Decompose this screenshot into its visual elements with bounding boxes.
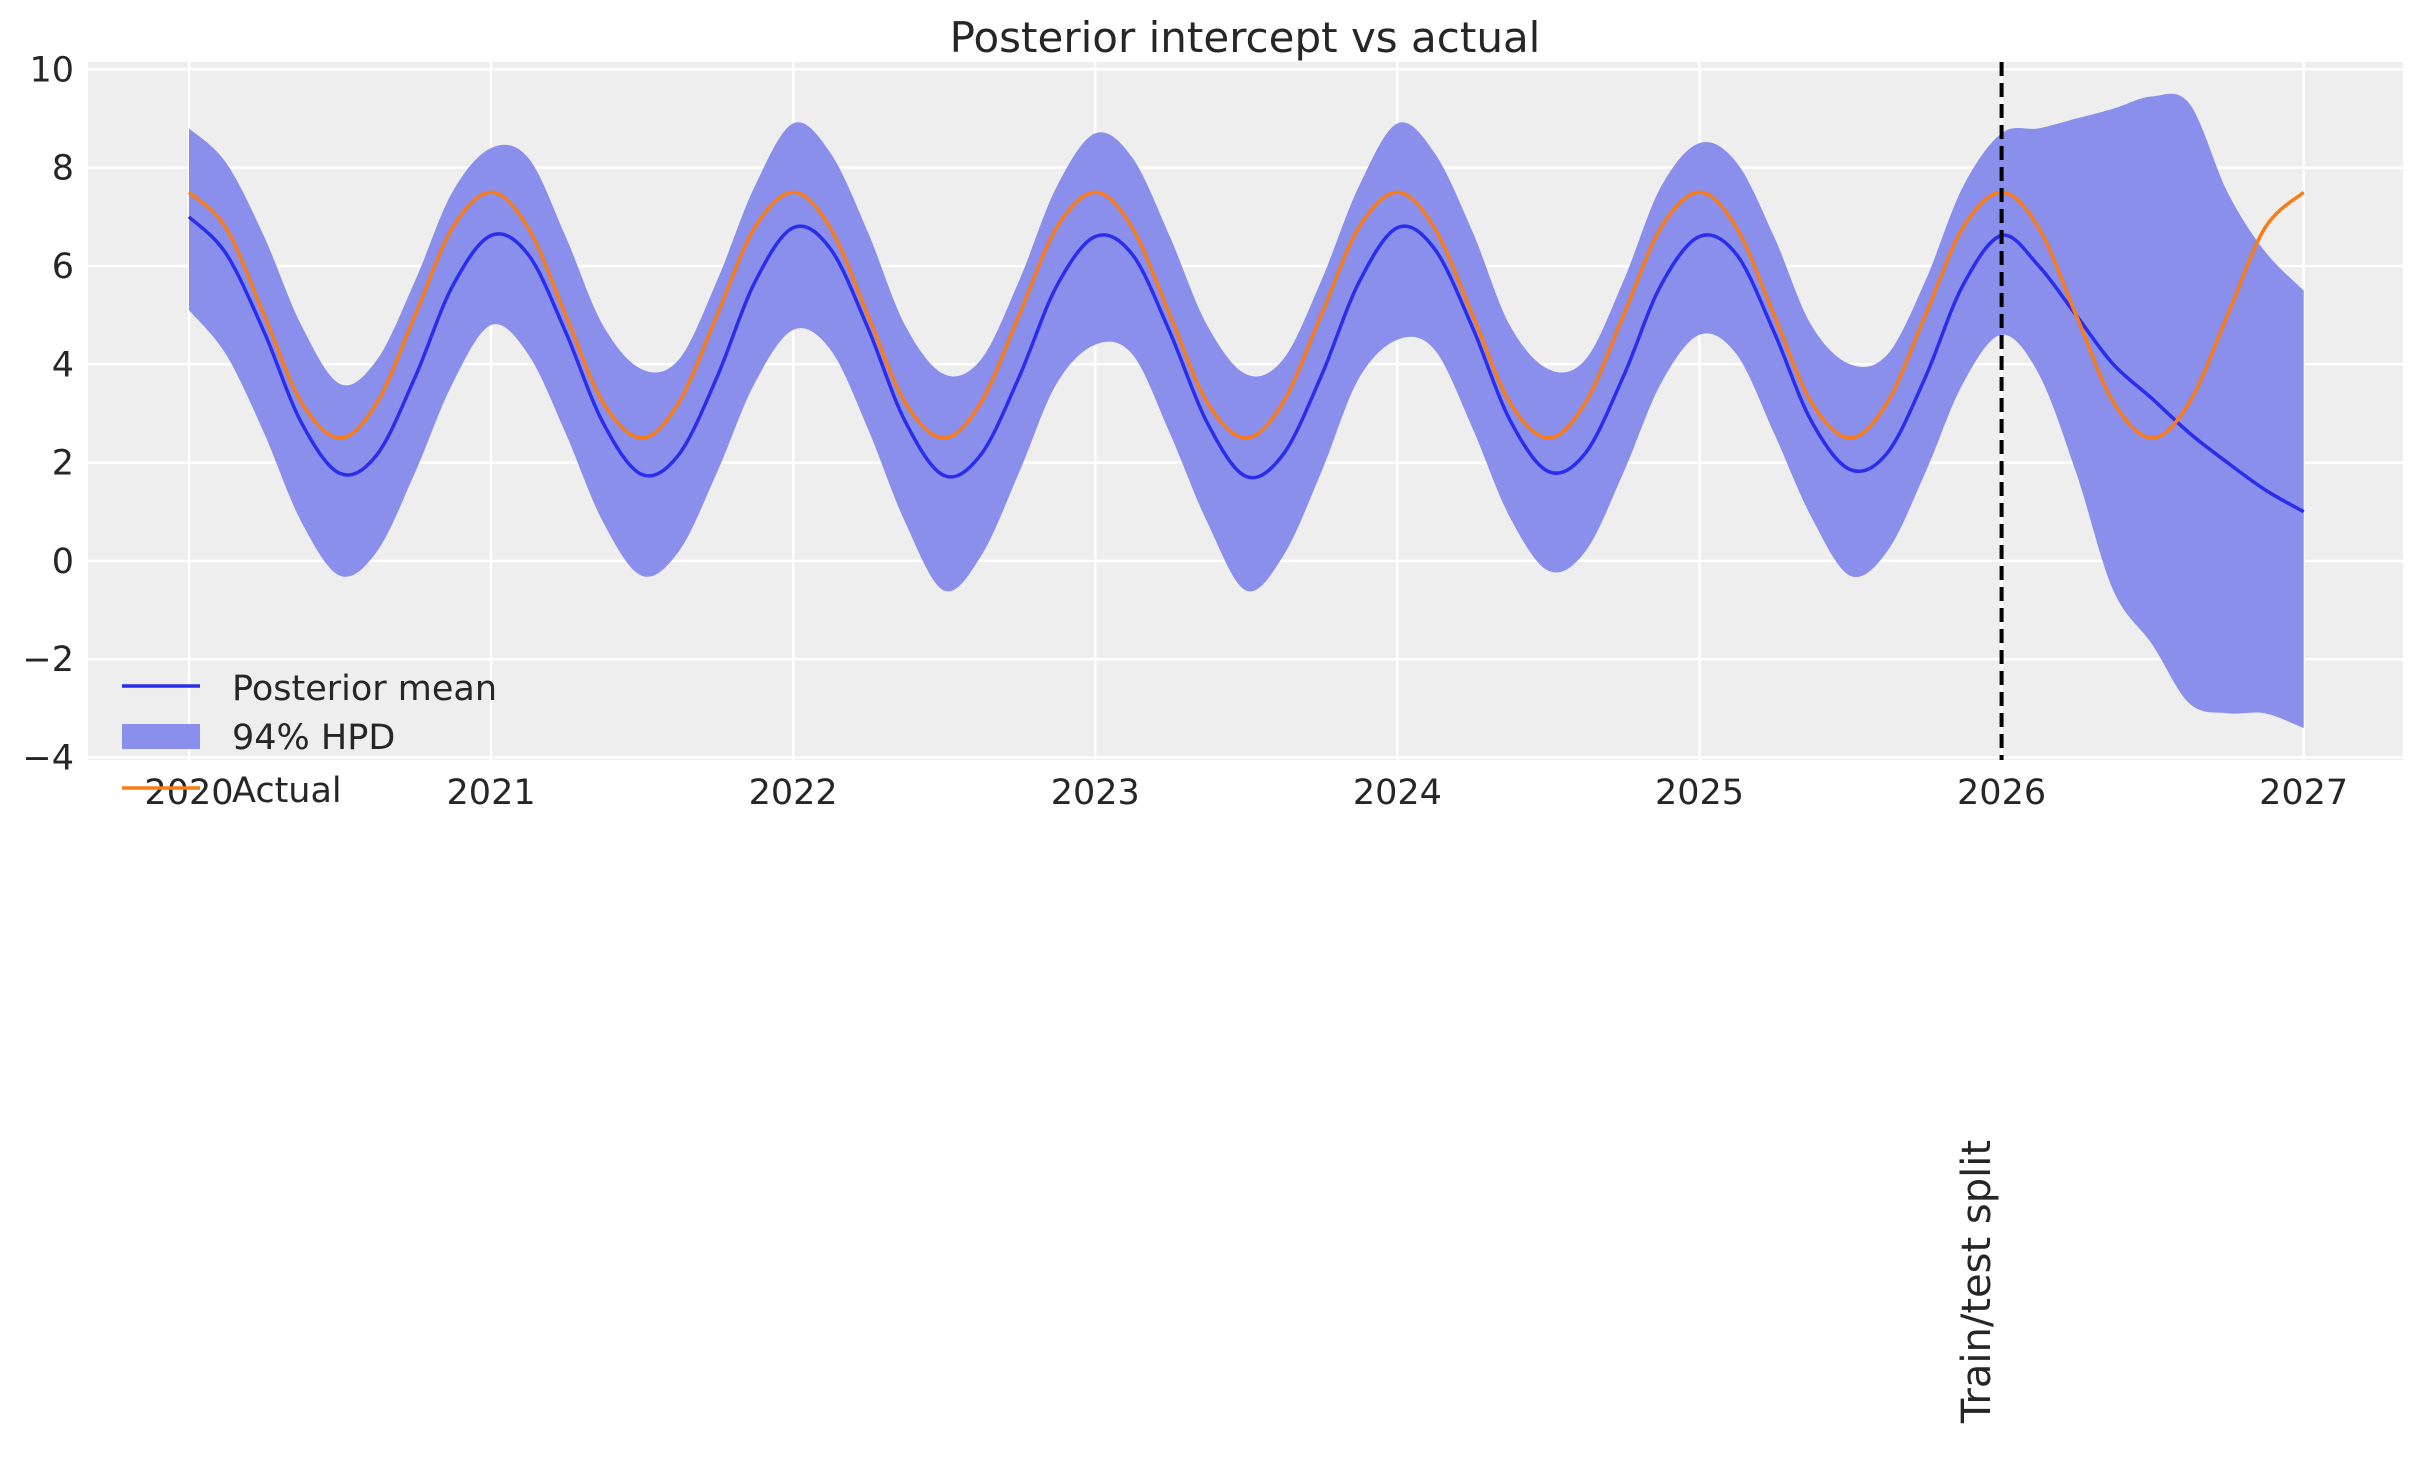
x-tick-label: 2022 xyxy=(749,773,838,813)
legend-label-actual: Actual xyxy=(232,771,342,811)
legend: Posterior mean 94% HPD Actual xyxy=(122,669,497,811)
y-tick-label: 10 xyxy=(29,50,74,90)
x-tick-label: 2027 xyxy=(2259,773,2348,813)
y-tick-label: −4 xyxy=(22,739,74,779)
y-tick-label: 4 xyxy=(52,345,74,385)
split-label: Train/test split xyxy=(1954,1140,2000,1424)
series-lines xyxy=(187,190,2305,514)
x-tick-label: 2025 xyxy=(1655,773,1744,813)
x-axis-ticks: 2020 2021 2022 2023 2024 2025 2026 2027 xyxy=(144,773,2348,813)
chart-title: Posterior intercept vs actual xyxy=(950,13,1541,62)
y-tick-label: 6 xyxy=(52,247,74,287)
y-tick-label: 0 xyxy=(52,542,74,582)
x-tick-label: 2020 xyxy=(144,773,233,813)
series-line-posterior-mean xyxy=(187,215,2305,514)
x-tick-label: 2021 xyxy=(447,773,536,813)
y-tick-label: 8 xyxy=(52,149,74,189)
x-tick-label: 2023 xyxy=(1051,773,1140,813)
hpd-band-area xyxy=(189,93,2304,728)
legend-swatch-hpd xyxy=(122,724,200,749)
x-tick-label: 2026 xyxy=(1957,773,2046,813)
hpd-band xyxy=(189,93,2304,728)
x-tick-label: 2024 xyxy=(1353,773,1442,813)
legend-label-hpd: 94% HPD xyxy=(232,718,395,758)
legend-label-posterior-mean: Posterior mean xyxy=(232,669,497,709)
y-axis-ticks: 10 8 6 4 2 0 −2 −4 xyxy=(22,50,74,778)
series-line-actual xyxy=(187,190,2305,440)
y-tick-label: −2 xyxy=(22,640,74,680)
y-tick-label: 2 xyxy=(52,444,74,484)
